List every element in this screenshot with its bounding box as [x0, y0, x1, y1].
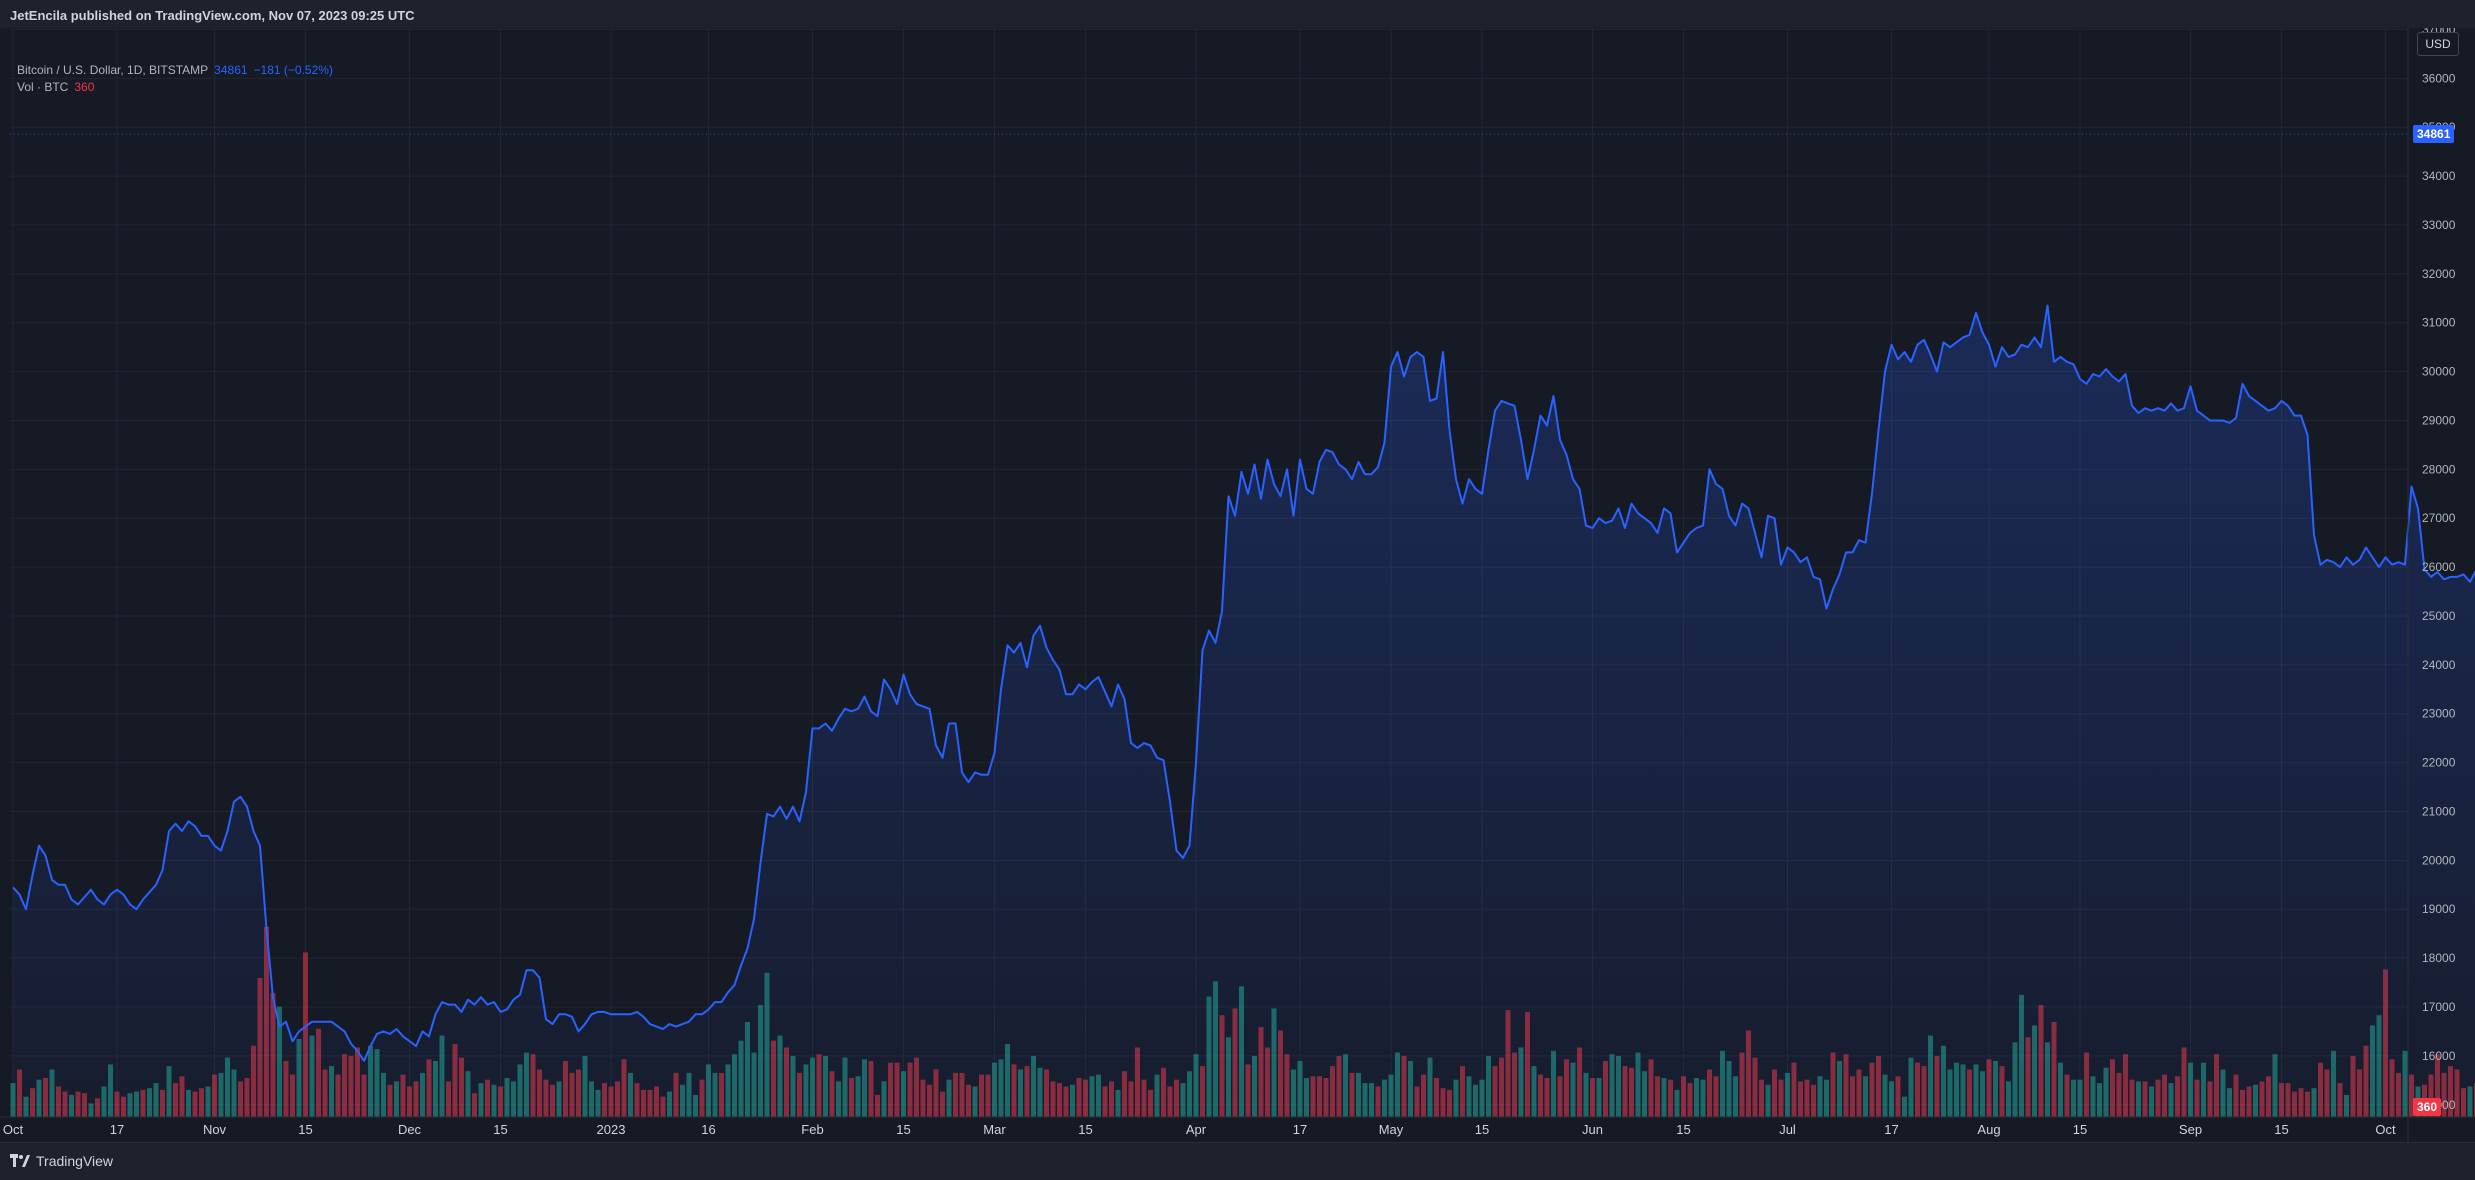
- publish-line: JetEncila published on TradingView.com, …: [10, 8, 415, 23]
- y-tick-label: 16000: [2422, 1049, 2456, 1063]
- y-tick-label: 27000: [2422, 511, 2456, 525]
- last-price-tag: 34861: [2413, 125, 2454, 143]
- price-area: [13, 108, 2475, 1117]
- chart[interactable]: 1500016000170001800019000200002100022000…: [0, 28, 2475, 1142]
- legend: Bitcoin / U.S. Dollar, 1D, BITSTAMP 34861…: [17, 62, 339, 96]
- x-tick-label: 15: [493, 1122, 507, 1137]
- y-tick-label: 31000: [2422, 316, 2456, 330]
- x-tick-label: 17: [1293, 1122, 1307, 1137]
- y-tick-label: 18000: [2422, 951, 2456, 965]
- y-tick-label: 26000: [2422, 560, 2456, 574]
- currency-button[interactable]: USD: [2417, 32, 2459, 56]
- y-tick-label: 19000: [2422, 902, 2456, 916]
- y-tick-label: 20000: [2422, 853, 2456, 867]
- legend-volume-label[interactable]: Vol · BTC: [17, 80, 68, 94]
- x-tick-label: 15: [298, 1122, 312, 1137]
- x-tick-label: Jun: [1582, 1122, 1603, 1137]
- x-tick-label: 15: [1078, 1122, 1092, 1137]
- y-tick-label: 30000: [2422, 365, 2456, 379]
- top-bar: JetEncila published on TradingView.com, …: [0, 0, 2475, 28]
- x-tick-label: Nov: [203, 1122, 227, 1137]
- tradingview-brand[interactable]: TradingView: [10, 1153, 113, 1169]
- x-tick-label: Jul: [1779, 1122, 1796, 1137]
- x-tick-label: 15: [1676, 1122, 1690, 1137]
- y-tick-label: 34000: [2422, 169, 2456, 183]
- x-tick-label: Aug: [1977, 1122, 2000, 1137]
- legend-symbol-row: Bitcoin / U.S. Dollar, 1D, BITSTAMP 34861…: [17, 62, 339, 79]
- legend-change: −181 (−0.52%): [254, 63, 333, 77]
- x-tick-label: Apr: [1186, 1122, 1207, 1137]
- brand-label: TradingView: [36, 1153, 113, 1169]
- x-tick-label: Oct: [2375, 1122, 2396, 1137]
- x-tick-label: Oct: [3, 1122, 24, 1137]
- x-tick-label: 17: [1884, 1122, 1898, 1137]
- chart-pane[interactable]: 1500016000170001800019000200002100022000…: [0, 28, 2475, 1142]
- x-tick-label: Feb: [801, 1122, 823, 1137]
- x-tick-label: May: [1379, 1122, 1404, 1137]
- bottom-bar: TradingView: [0, 1142, 2475, 1180]
- x-tick-label: 17: [110, 1122, 124, 1137]
- y-tick-label: 22000: [2422, 756, 2456, 770]
- y-tick-label: 17000: [2422, 1000, 2456, 1014]
- x-tick-label: 15: [2274, 1122, 2288, 1137]
- legend-volume-value: 360: [74, 80, 94, 94]
- y-tick-label: 23000: [2422, 707, 2456, 721]
- x-tick-label: 2023: [597, 1122, 626, 1137]
- x-tick-label: Dec: [398, 1122, 422, 1137]
- legend-volume-row: Vol · BTC 360: [17, 79, 339, 96]
- x-tick-label: 15: [896, 1122, 910, 1137]
- y-tick-label: 29000: [2422, 413, 2456, 427]
- legend-last-price: 34861: [214, 63, 247, 77]
- x-tick-label: 15: [1475, 1122, 1489, 1137]
- y-tick-label: 28000: [2422, 462, 2456, 476]
- y-tick-label: 25000: [2422, 609, 2456, 623]
- x-tick-label: 15: [2073, 1122, 2087, 1137]
- y-tick-label: 33000: [2422, 218, 2456, 232]
- y-tick-label: 24000: [2422, 658, 2456, 672]
- x-tick-label: Mar: [983, 1122, 1006, 1137]
- tradingview-logo-icon: [10, 1154, 30, 1168]
- volume-tag: 360: [2413, 1098, 2441, 1116]
- x-tick-label: 16: [701, 1122, 715, 1137]
- legend-symbol[interactable]: Bitcoin / U.S. Dollar, 1D, BITSTAMP: [17, 63, 208, 77]
- price-area-fill: [13, 108, 2475, 1117]
- y-tick-label: 32000: [2422, 267, 2456, 281]
- y-tick-label: 36000: [2422, 71, 2456, 85]
- y-tick-label: 21000: [2422, 804, 2456, 818]
- x-tick-label: Sep: [2179, 1122, 2202, 1137]
